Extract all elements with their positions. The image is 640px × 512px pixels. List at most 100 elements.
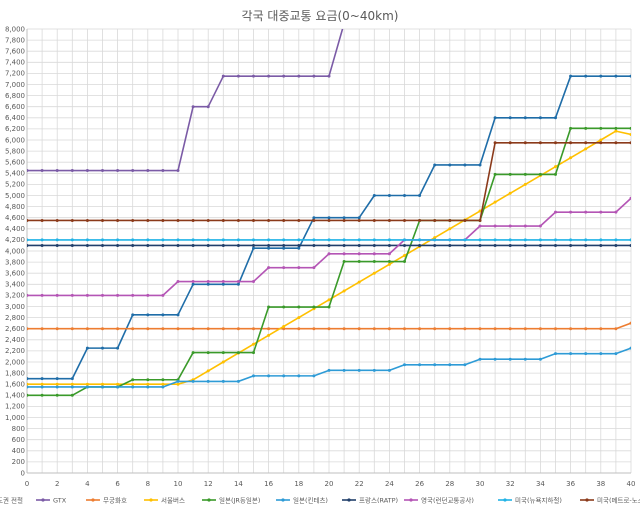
- data-point: [599, 327, 603, 331]
- data-point: [70, 377, 74, 381]
- series-0: [27, 74, 631, 381]
- data-point: [85, 238, 89, 242]
- data-point: [206, 379, 210, 383]
- data-point: [599, 210, 603, 214]
- data-point: [282, 305, 286, 309]
- data-point: [116, 238, 120, 242]
- data-point: [252, 280, 255, 284]
- data-point: [629, 126, 631, 130]
- data-point: [357, 280, 361, 284]
- data-point: [131, 238, 135, 242]
- data-point: [387, 262, 391, 266]
- y-tick-label: 5,600: [5, 159, 25, 167]
- data-point: [584, 210, 588, 214]
- data-point: [614, 126, 618, 130]
- data-point: [146, 378, 150, 382]
- data-point: [161, 378, 165, 382]
- data-point: [161, 327, 165, 331]
- data-point: [221, 360, 225, 364]
- data-point: [584, 238, 588, 242]
- legend-label: 프랑스(RATP): [359, 496, 398, 504]
- data-point: [463, 243, 467, 247]
- data-point: [27, 243, 29, 247]
- data-point: [327, 298, 331, 302]
- x-tick-label: 32: [506, 480, 515, 488]
- data-point: [131, 293, 135, 297]
- data-point: [463, 327, 467, 331]
- data-point: [70, 385, 74, 389]
- data-point: [614, 352, 618, 356]
- data-point: [312, 266, 316, 270]
- data-point: [538, 172, 542, 176]
- data-point: [27, 218, 29, 222]
- data-point: [327, 252, 331, 256]
- data-point: [191, 238, 195, 242]
- data-point: [357, 238, 361, 242]
- data-point: [55, 327, 59, 331]
- data-point: [433, 327, 437, 331]
- data-point: [569, 238, 573, 242]
- legend-item: 미국(메트로-노스): [580, 495, 640, 504]
- data-point: [236, 74, 240, 78]
- y-tick-label: 2,000: [5, 358, 25, 366]
- data-point: [372, 271, 376, 275]
- data-point: [267, 243, 271, 247]
- data-point: [206, 369, 210, 373]
- data-point: [252, 218, 255, 222]
- y-tick-label: 6,400: [5, 114, 25, 122]
- data-point: [629, 321, 631, 325]
- y-tick-label: 4,000: [5, 247, 25, 255]
- data-point: [523, 224, 527, 228]
- x-tick-label: 24: [385, 480, 394, 488]
- data-point: [85, 243, 89, 247]
- legend-item: 수도권 전철: [0, 495, 23, 504]
- y-tick-label: 1,400: [5, 392, 25, 400]
- data-point: [478, 163, 482, 167]
- data-point: [584, 243, 588, 247]
- data-point: [267, 266, 271, 270]
- data-point: [357, 260, 361, 264]
- data-point: [418, 238, 422, 242]
- y-tick-label: 5,400: [5, 170, 25, 178]
- y-tick-label: 2,800: [5, 314, 25, 322]
- y-tick-label: 7,000: [5, 81, 25, 89]
- data-point: [297, 243, 301, 247]
- data-point: [584, 327, 588, 331]
- data-point: [206, 280, 210, 284]
- legend-marker: [207, 498, 211, 502]
- data-point: [342, 238, 346, 242]
- data-point: [599, 138, 603, 142]
- data-point: [161, 293, 165, 297]
- data-point: [327, 74, 331, 78]
- data-point: [312, 74, 316, 78]
- data-point: [55, 169, 59, 173]
- data-point: [614, 129, 618, 133]
- y-tick-label: 1,800: [5, 369, 25, 377]
- data-point: [297, 316, 301, 320]
- data-point: [297, 218, 301, 222]
- legend-label: 수도권 전철: [0, 495, 23, 504]
- data-point: [508, 172, 512, 176]
- data-point: [70, 293, 74, 297]
- data-point: [236, 351, 240, 355]
- data-point: [312, 327, 316, 331]
- data-point: [614, 74, 618, 78]
- data-point: [85, 218, 89, 222]
- data-point: [267, 333, 271, 337]
- x-tick-label: 20: [325, 480, 334, 488]
- y-tick-label: 1,000: [5, 414, 25, 422]
- data-point: [629, 346, 631, 350]
- x-tick-label: 38: [596, 480, 605, 488]
- data-point: [403, 253, 406, 257]
- data-point: [116, 218, 120, 222]
- data-point: [236, 379, 240, 383]
- data-point: [176, 382, 180, 386]
- y-tick-label: 7,800: [5, 36, 25, 44]
- data-point: [357, 216, 361, 220]
- data-point: [146, 382, 150, 386]
- y-tick-label: 6,200: [5, 125, 25, 133]
- data-point: [40, 393, 44, 397]
- x-tick-label: 26: [415, 480, 424, 488]
- data-point: [297, 74, 301, 78]
- data-point: [312, 218, 316, 222]
